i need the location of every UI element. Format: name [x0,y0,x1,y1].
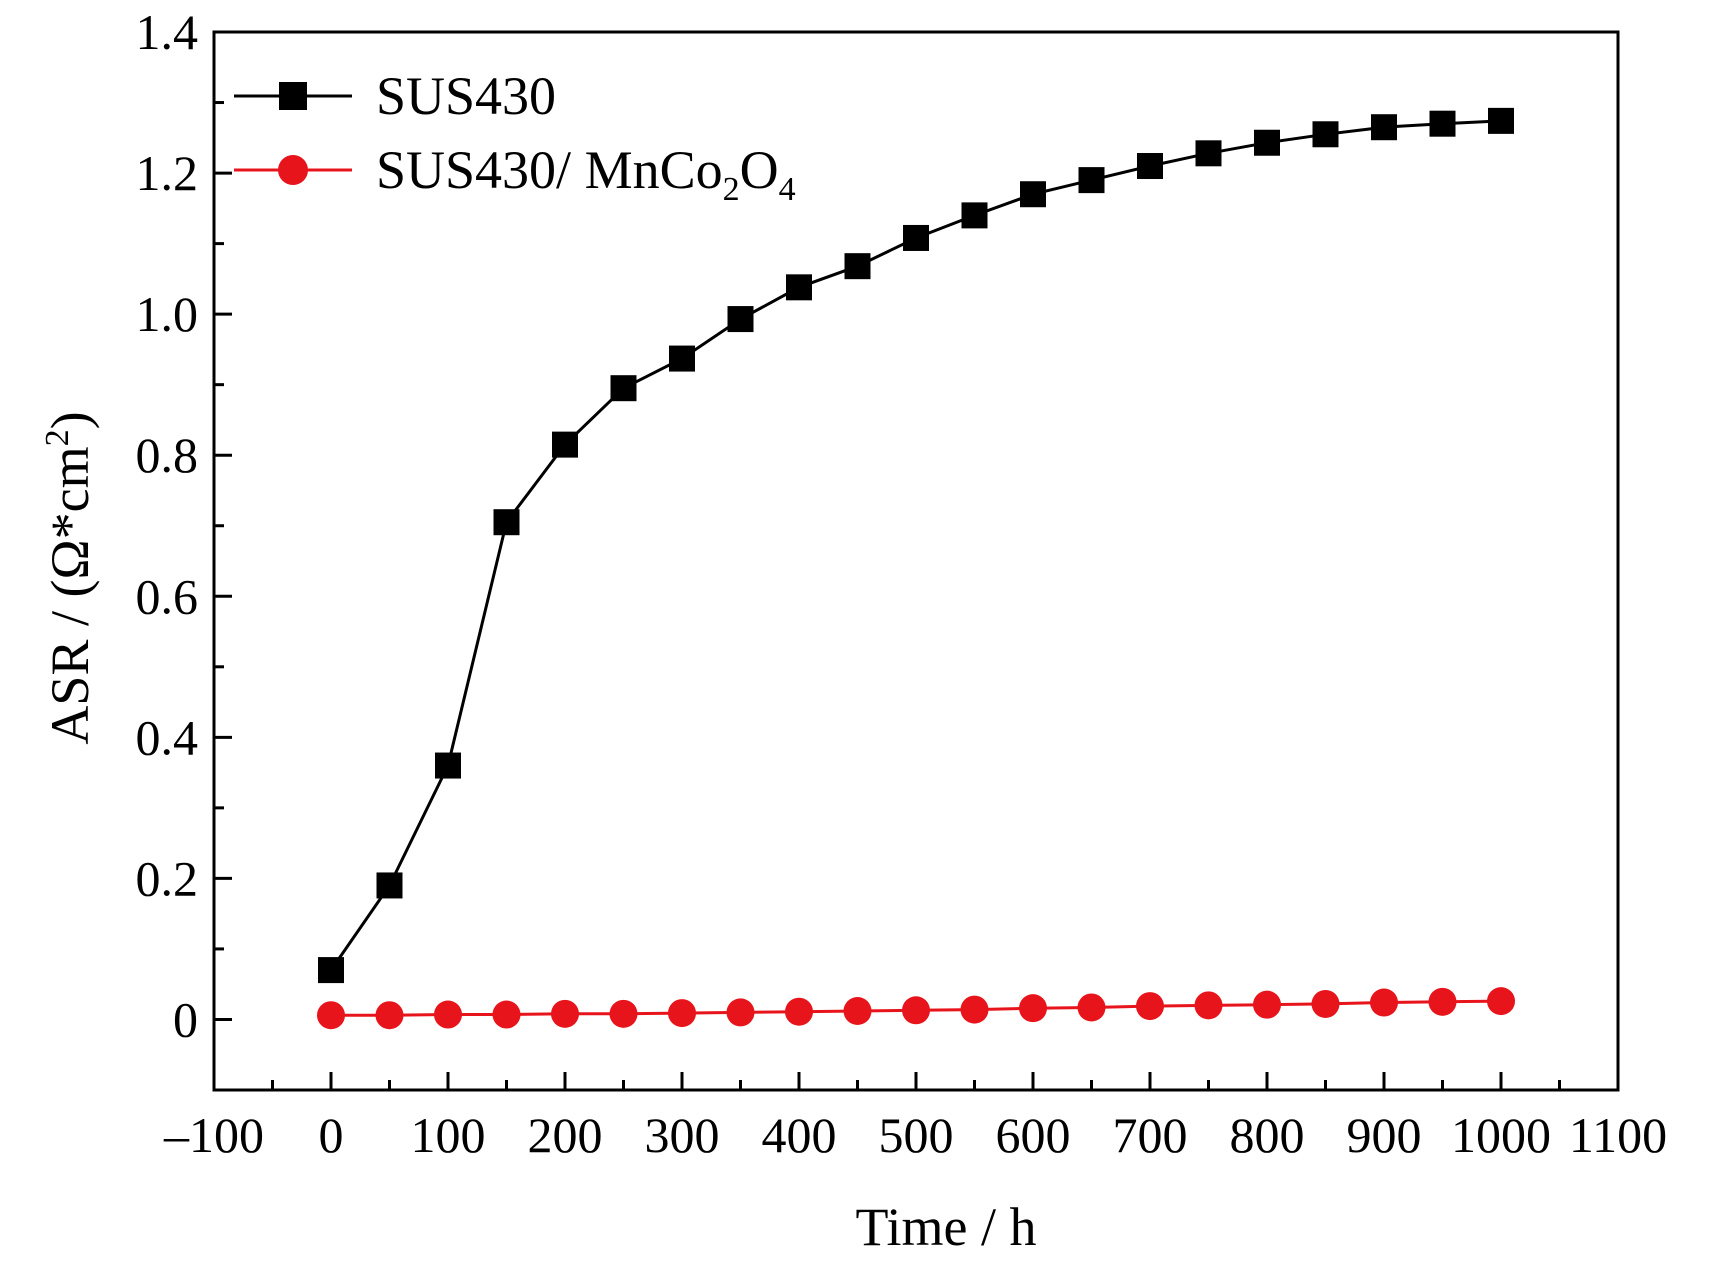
data-point-mnco2o4 [1019,994,1047,1023]
data-point-mnco2o4 [785,997,813,1026]
data-point-mnco2o4 [1253,990,1281,1019]
data-point-sus430 [903,224,929,251]
data-point-sus430 [1488,107,1514,134]
data-point-mnco2o4 [902,996,930,1025]
data-point-sus430 [1429,110,1456,137]
x-axis-title: Time / h [855,1197,1036,1257]
data-point-mnco2o4 [1311,989,1340,1018]
data-point-mnco2o4 [434,1000,462,1029]
y-tick-label: 0.6 [136,568,199,624]
legend-label-mnco2o4-sub1: 2 [723,171,740,208]
data-point-sus430 [1078,167,1105,194]
y-tick-label: 0.8 [136,427,199,483]
legend-marker-mnco2o4 [278,155,308,185]
x-tick-label: 300 [645,1107,720,1163]
legend-label-sus430: SUS430 [376,66,556,126]
data-point-sus430 [727,306,754,333]
legend-marker-sus430 [279,82,307,110]
data-point-sus430 [844,253,871,280]
y-axis-title-main: ASR / (Ω*cm [40,446,100,744]
legend-entry-mnco2o4: SUS430/ MnCo2O4 [234,140,796,208]
data-point-sus430 [1254,129,1280,156]
data-point-sus430 [493,509,520,536]
series-layer [317,107,1515,1030]
data-point-sus430 [1371,114,1397,141]
y-axis-title-superscript: 2 [39,429,76,446]
x-tick-label: 200 [528,1107,603,1163]
data-point-mnco2o4 [317,1001,345,1030]
data-point-mnco2o4 [960,995,989,1024]
legend-label-mnco2o4-main: SUS430/ MnCo [376,140,723,200]
x-tick-label: 100 [411,1107,486,1163]
data-point-sus430 [318,957,344,984]
data-point-mnco2o4 [1370,988,1398,1017]
data-point-mnco2o4 [1487,987,1515,1016]
data-point-mnco2o4 [843,997,872,1026]
data-point-sus430 [961,202,988,229]
legend-entry-sus430: SUS430 [234,66,556,126]
y-tick-label: 1.4 [136,4,199,60]
data-point-mnco2o4 [609,999,638,1028]
x-tick-label: 500 [879,1107,954,1163]
legend-label-mnco2o4-mid: O [740,140,779,200]
y-tick-label: 0.4 [136,709,199,765]
x-tick-label: 600 [996,1107,1071,1163]
data-point-mnco2o4 [1428,987,1457,1016]
data-point-mnco2o4 [668,999,696,1028]
y-tick-label: 0 [173,991,198,1047]
data-point-mnco2o4 [375,1001,404,1030]
x-tick-label: 1100 [1569,1107,1667,1163]
y-axis-title-close: ) [40,411,100,429]
y-tick-label: 1.2 [136,145,199,201]
data-point-sus430 [786,274,812,301]
data-point-mnco2o4 [1136,992,1164,1021]
data-point-sus430 [376,872,403,899]
x-tick-label: 700 [1113,1107,1188,1163]
y-tick-label: 1.0 [136,286,199,342]
x-tick-label: –100 [163,1107,264,1163]
ticks-layer: –100 0 100 200 300 400 500 600 700 800 900 1000 1100… [136,4,1668,1163]
y-axis-title: ASR / (Ω*cm2) [39,411,100,744]
data-point-mnco2o4 [1194,991,1223,1020]
x-tick-label: 0 [319,1107,344,1163]
x-tick-label: 1000 [1451,1107,1551,1163]
data-point-mnco2o4 [1077,993,1106,1022]
data-point-sus430 [435,752,461,779]
x-tick-label: 400 [762,1107,837,1163]
data-point-sus430 [552,431,578,458]
x-tick-label: 800 [1230,1107,1305,1163]
data-point-sus430 [1137,153,1163,180]
data-point-mnco2o4 [492,1000,521,1029]
y-tick-label: 0.2 [136,850,199,906]
plot-frame [212,30,1620,1092]
legend: SUS430 SUS430/ MnCo2O4 [234,66,796,208]
data-point-sus430 [1312,121,1339,148]
data-point-mnco2o4 [551,999,579,1028]
x-tick-label: 900 [1347,1107,1422,1163]
data-point-sus430 [1020,181,1046,208]
data-point-sus430 [610,375,637,402]
data-point-sus430 [1195,140,1222,167]
legend-label-mnco2o4: SUS430/ MnCo2O4 [376,140,796,208]
data-point-sus430 [669,345,695,372]
legend-label-mnco2o4-sub2: 4 [779,171,796,208]
data-point-mnco2o4 [726,998,755,1027]
